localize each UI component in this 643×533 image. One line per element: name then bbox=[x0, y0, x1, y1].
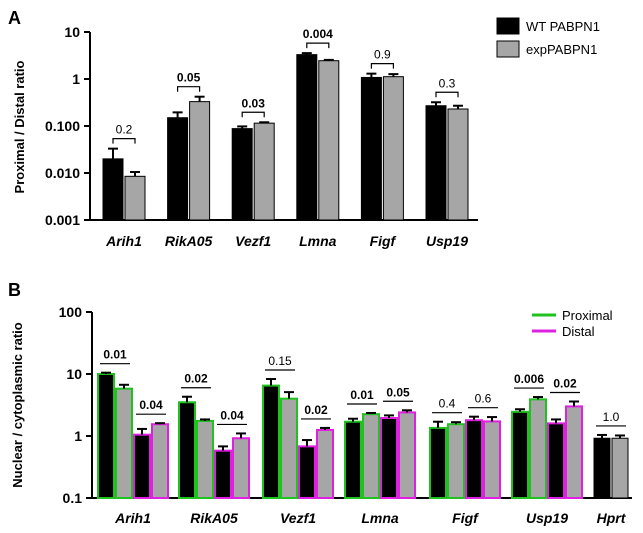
bar-wt bbox=[102, 158, 124, 221]
bar-exp-proximal bbox=[447, 423, 465, 499]
panel-a-ytick-label: 0.001 bbox=[45, 212, 80, 228]
category-label: Vezf1 bbox=[280, 510, 316, 526]
panel-a-ytick-label: 10 bbox=[64, 24, 80, 40]
significance-bracket bbox=[241, 111, 265, 118]
p-value-label: 0.03 bbox=[242, 96, 266, 110]
bar-exp-none bbox=[611, 437, 629, 499]
category-label: Arih1 bbox=[114, 510, 151, 526]
bar-wt-proximal bbox=[511, 410, 529, 499]
p-value-label: 0.6 bbox=[475, 392, 492, 406]
p-value-label: 0.02 bbox=[304, 403, 328, 417]
p-value-label: 0.02 bbox=[184, 372, 208, 386]
bar-exp bbox=[189, 101, 211, 221]
p-value-label: 0.02 bbox=[553, 377, 577, 391]
panel-b-label: B bbox=[8, 280, 21, 300]
p-value-label: 0.3 bbox=[439, 76, 456, 90]
bar-wt-proximal bbox=[97, 373, 115, 499]
legend-wt-label: WT PABPN1 bbox=[526, 19, 600, 34]
p-value-label: 0.9 bbox=[374, 48, 391, 62]
panel-a-ytick-label: 1 bbox=[72, 71, 80, 87]
significance-bracket bbox=[177, 86, 201, 92]
p-value-label: 0.05 bbox=[177, 71, 201, 85]
bar-wt bbox=[167, 117, 189, 221]
bar-exp-distal bbox=[232, 437, 250, 499]
bar-wt-proximal bbox=[262, 384, 280, 499]
p-value-label: 0.04 bbox=[139, 398, 163, 412]
significance-bracket bbox=[370, 63, 394, 69]
bar-exp bbox=[318, 60, 340, 221]
bar-exp-proximal bbox=[529, 398, 547, 500]
p-value-label: 0.2 bbox=[116, 123, 133, 137]
category-label: Usp19 bbox=[526, 510, 568, 526]
p-value-label: 0.01 bbox=[350, 388, 374, 402]
category-label: Hprt bbox=[597, 510, 627, 526]
bar-exp-distal bbox=[565, 405, 583, 500]
bar-exp-proximal bbox=[196, 419, 214, 499]
significance-bracket bbox=[112, 138, 136, 144]
category-label: Usp19 bbox=[426, 233, 468, 249]
panel-a-legend: WT PABPN1 expPABPN1 bbox=[496, 17, 600, 58]
bar-wt-distal bbox=[547, 422, 565, 500]
bar-wt bbox=[296, 54, 318, 221]
p-value-label: 0.004 bbox=[303, 27, 333, 41]
category-label: Lmna bbox=[361, 510, 399, 526]
p-value-label: 0.05 bbox=[386, 385, 410, 399]
bar-wt-distal bbox=[133, 433, 151, 499]
bar-exp bbox=[447, 108, 469, 221]
bar-wt-distal bbox=[465, 419, 483, 499]
p-value-label: 1.0 bbox=[603, 410, 620, 424]
legend-wt-swatch bbox=[496, 17, 520, 35]
bar-exp bbox=[124, 175, 146, 221]
bar-exp bbox=[382, 76, 404, 221]
bar-exp-proximal bbox=[115, 387, 133, 499]
panel-a-ytick-label: 0.010 bbox=[45, 165, 80, 181]
bar-wt bbox=[425, 105, 447, 221]
panel-b-ylabel: Nuclear / cytoplasmic ratio bbox=[10, 322, 25, 488]
legend-exp-swatch bbox=[496, 40, 520, 58]
bar-exp-proximal bbox=[280, 397, 298, 499]
panel-a-ytick-label: 0.100 bbox=[45, 118, 80, 134]
bar-exp-distal bbox=[398, 411, 416, 500]
bar-exp-distal bbox=[316, 428, 334, 499]
category-label: Figf bbox=[452, 510, 479, 526]
panel-b-legend: Proximal Distal bbox=[532, 308, 613, 339]
panel-b-ytick-label: 1 bbox=[74, 428, 82, 444]
p-value-label: 0.01 bbox=[103, 348, 127, 362]
panel-a-label: A bbox=[8, 8, 21, 28]
p-value-label: 0.04 bbox=[220, 408, 244, 422]
legend-exp-label: expPABPN1 bbox=[526, 42, 597, 57]
bar-wt-proximal bbox=[344, 420, 362, 499]
bar-exp bbox=[253, 122, 275, 221]
bar-wt-proximal bbox=[178, 401, 196, 500]
category-label: Vezf1 bbox=[235, 233, 271, 249]
bar-wt-distal bbox=[214, 449, 232, 499]
panel-b-ytick-label: 100 bbox=[59, 304, 83, 320]
category-label: Figf bbox=[370, 233, 397, 249]
bar-wt-distal bbox=[380, 417, 398, 499]
bar-exp-proximal bbox=[362, 413, 380, 499]
p-value-label: 0.4 bbox=[439, 397, 456, 411]
bar-wt bbox=[360, 76, 382, 221]
significance-bracket bbox=[306, 42, 330, 49]
legend-proximal-label: Proximal bbox=[562, 308, 613, 323]
category-label: RikA05 bbox=[190, 510, 238, 526]
p-value-label: 0.15 bbox=[268, 354, 292, 368]
category-label: RikA05 bbox=[165, 233, 213, 249]
panel-a-axes bbox=[89, 32, 478, 221]
bar-exp-distal bbox=[151, 423, 169, 499]
panel-b-ytick-label: 10 bbox=[66, 366, 82, 382]
category-label: Arih1 bbox=[105, 233, 142, 249]
bar-wt-distal bbox=[298, 445, 316, 500]
panel-a-ylabel: Proximal / Distal ratio bbox=[12, 60, 27, 193]
p-value-label: 0.006 bbox=[514, 372, 544, 386]
bar-wt-none bbox=[593, 437, 611, 499]
panel-b-ytick-label: 0.1 bbox=[63, 490, 83, 506]
significance-bracket bbox=[435, 91, 459, 98]
bar-wt-proximal bbox=[429, 426, 447, 500]
legend-distal-label: Distal bbox=[562, 324, 595, 339]
bar-exp-distal bbox=[483, 420, 501, 500]
bar-wt bbox=[231, 128, 253, 221]
category-label: Lmna bbox=[299, 233, 337, 249]
